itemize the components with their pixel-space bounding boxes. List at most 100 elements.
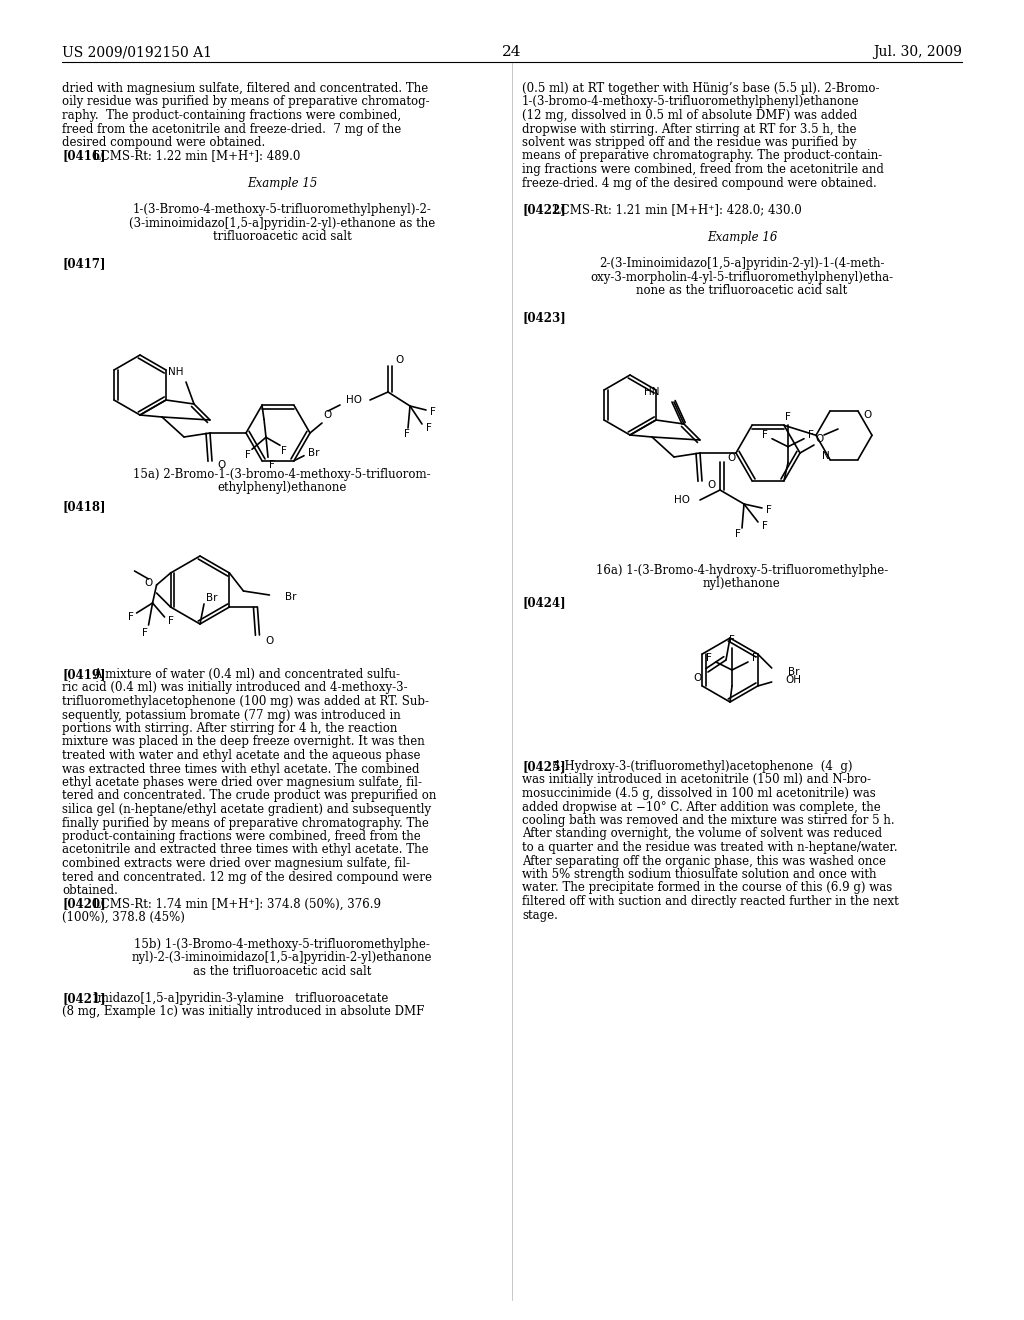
Text: mosuccinimide (4.5 g, dissolved in 100 ml acetonitrile) was: mosuccinimide (4.5 g, dissolved in 100 m… (522, 787, 876, 800)
Text: 24: 24 (502, 45, 522, 59)
Text: F: F (707, 653, 712, 663)
Text: product-containing fractions were combined, freed from the: product-containing fractions were combin… (62, 830, 421, 843)
Text: water. The precipitate formed in the course of this (6.9 g) was: water. The precipitate formed in the cou… (522, 882, 892, 895)
Text: portions with stirring. After stirring for 4 h, the reaction: portions with stirring. After stirring f… (62, 722, 397, 735)
Text: with 5% strength sodium thiosulfate solution and once with: with 5% strength sodium thiosulfate solu… (522, 869, 877, 880)
Text: HO: HO (346, 395, 362, 405)
Text: After separating off the organic phase, this was washed once: After separating off the organic phase, … (522, 854, 886, 867)
Text: F: F (426, 422, 432, 433)
Text: stage.: stage. (522, 908, 558, 921)
Text: F: F (762, 521, 768, 531)
Text: acetonitrile and extracted three times with ethyl acetate. The: acetonitrile and extracted three times w… (62, 843, 429, 857)
Text: F: F (168, 616, 173, 626)
Text: freeze-dried. 4 mg of the desired compound were obtained.: freeze-dried. 4 mg of the desired compou… (522, 177, 877, 190)
Text: to a quarter and the residue was treated with n-heptane/water.: to a quarter and the residue was treated… (522, 841, 898, 854)
Text: (100%), 378.8 (45%): (100%), 378.8 (45%) (62, 911, 185, 924)
Text: dried with magnesium sulfate, filtered and concentrated. The: dried with magnesium sulfate, filtered a… (62, 82, 428, 95)
Text: LCMS-Rt: 1.22 min [M+H⁺]: 489.0: LCMS-Rt: 1.22 min [M+H⁺]: 489.0 (93, 149, 301, 162)
Text: dropwise with stirring. After stirring at RT for 3.5 h, the: dropwise with stirring. After stirring a… (522, 123, 856, 136)
Text: [0421]: [0421] (62, 993, 105, 1005)
Text: F: F (735, 529, 741, 539)
Text: Example 16: Example 16 (707, 231, 777, 243)
Text: ethylphenyl)ethanone: ethylphenyl)ethanone (217, 482, 347, 495)
Text: Br: Br (206, 593, 217, 603)
Text: F: F (766, 506, 772, 515)
Text: was initially introduced in acetonitrile (150 ml) and N-bro-: was initially introduced in acetonitrile… (522, 774, 871, 787)
Text: oxy-3-morpholin-4-yl-5-trifluoromethylphenyl)etha-: oxy-3-morpholin-4-yl-5-trifluoromethylph… (591, 271, 894, 284)
Text: F: F (729, 635, 735, 645)
Text: was extracted three times with ethyl acetate. The combined: was extracted three times with ethyl ace… (62, 763, 420, 776)
Text: [0420]: [0420] (62, 898, 105, 911)
Text: nyl)-2-(3-iminoimidazo[1,5-a]pyridin-2-yl)ethanone: nyl)-2-(3-iminoimidazo[1,5-a]pyridin-2-y… (132, 952, 432, 965)
Text: [0419]: [0419] (62, 668, 105, 681)
Text: O: O (708, 480, 716, 490)
Text: O: O (728, 453, 736, 463)
Text: [0422]: [0422] (522, 203, 565, 216)
Text: N: N (822, 450, 829, 461)
Text: oily residue was purified by means of preparative chromatog-: oily residue was purified by means of pr… (62, 95, 430, 108)
Text: (0.5 ml) at RT together with Hünig’s base (5.5 µl). 2-Bromo-: (0.5 ml) at RT together with Hünig’s bas… (522, 82, 880, 95)
Text: F: F (808, 430, 814, 440)
Text: F: F (430, 407, 436, 417)
Text: silica gel (n-heptane/ethyl acetate gradient) and subsequently: silica gel (n-heptane/ethyl acetate grad… (62, 803, 431, 816)
Text: 1-(3-Bromo-4-methoxy-5-trifluoromethylphenyl)-2-: 1-(3-Bromo-4-methoxy-5-trifluoromethylph… (132, 203, 431, 216)
Text: F: F (404, 429, 410, 440)
Text: [0417]: [0417] (62, 257, 105, 271)
Text: ric acid (0.4 ml) was initially introduced and 4-methoxy-3-: ric acid (0.4 ml) was initially introduc… (62, 681, 408, 694)
Text: O: O (265, 636, 273, 645)
Text: Br: Br (787, 667, 799, 677)
Text: trifluoroacetic acid salt: trifluoroacetic acid salt (213, 231, 351, 243)
Text: nyl)ethanone: nyl)ethanone (703, 578, 781, 590)
Text: added dropwise at −10° C. After addition was complete, the: added dropwise at −10° C. After addition… (522, 800, 881, 813)
Text: obtained.: obtained. (62, 884, 118, 898)
Text: (3-iminoimidazo[1,5-a]pyridin-2-yl)-ethanone as the: (3-iminoimidazo[1,5-a]pyridin-2-yl)-etha… (129, 216, 435, 230)
Text: Example 15: Example 15 (247, 177, 317, 190)
Text: [0418]: [0418] (62, 500, 105, 513)
Text: Br: Br (308, 447, 319, 458)
Text: tered and concentrated. 12 mg of the desired compound were: tered and concentrated. 12 mg of the des… (62, 870, 432, 883)
Text: NH: NH (168, 367, 183, 378)
Text: mixture was placed in the deep freeze overnight. It was then: mixture was placed in the deep freeze ov… (62, 735, 425, 748)
Text: as the trifluoroacetic acid salt: as the trifluoroacetic acid salt (193, 965, 371, 978)
Text: F: F (128, 612, 133, 622)
Text: 4-Hydroxy-3-(trifluoromethyl)acetophenone  (4  g): 4-Hydroxy-3-(trifluoromethyl)acetophenon… (553, 760, 853, 774)
Text: F: F (785, 412, 791, 421)
Text: Jul. 30, 2009: Jul. 30, 2009 (873, 45, 962, 59)
Text: US 2009/0192150 A1: US 2009/0192150 A1 (62, 45, 212, 59)
Text: [0416]: [0416] (62, 149, 105, 162)
Text: O: O (396, 355, 404, 366)
Text: trifluoromethylacetophenone (100 mg) was added at RT. Sub-: trifluoromethylacetophenone (100 mg) was… (62, 696, 429, 708)
Text: cooling bath was removed and the mixture was stirred for 5 h.: cooling bath was removed and the mixture… (522, 814, 895, 828)
Text: Imidazo[1,5-a]pyridin-3-ylamine   trifluoroacetate: Imidazo[1,5-a]pyridin-3-ylamine trifluor… (93, 993, 388, 1005)
Text: [0424]: [0424] (522, 597, 565, 609)
Text: combined extracts were dried over magnesium sulfate, fil-: combined extracts were dried over magnes… (62, 857, 411, 870)
Text: (8 mg, Example 1c) was initially introduced in absolute DMF: (8 mg, Example 1c) was initially introdu… (62, 1006, 424, 1019)
Text: F: F (281, 446, 287, 457)
Text: F: F (141, 628, 147, 638)
Text: means of preparative chromatography. The product-contain-: means of preparative chromatography. The… (522, 149, 883, 162)
Text: 1-(3-bromo-4-methoxy-5-trifluoromethylphenyl)ethanone: 1-(3-bromo-4-methoxy-5-trifluoromethylph… (522, 95, 859, 108)
Text: LCMS-Rt: 1.21 min [M+H⁺]: 428.0; 430.0: LCMS-Rt: 1.21 min [M+H⁺]: 428.0; 430.0 (553, 203, 802, 216)
Text: OH: OH (785, 675, 802, 685)
Text: filtered off with suction and directly reacted further in the next: filtered off with suction and directly r… (522, 895, 899, 908)
Text: O: O (144, 578, 153, 587)
Text: 2-(3-Iminoimidazo[1,5-a]pyridin-2-yl)-1-(4-meth-: 2-(3-Iminoimidazo[1,5-a]pyridin-2-yl)-1-… (599, 257, 885, 271)
Text: (12 mg, dissolved in 0.5 ml of absolute DMF) was added: (12 mg, dissolved in 0.5 ml of absolute … (522, 110, 857, 121)
Text: O: O (324, 411, 332, 420)
Text: O: O (864, 411, 872, 420)
Text: F: F (762, 430, 768, 440)
Text: 15a) 2-Bromo-1-(3-bromo-4-methoxy-5-trifluorom-: 15a) 2-Bromo-1-(3-bromo-4-methoxy-5-trif… (133, 469, 431, 480)
Text: sequently, potassium bromate (77 mg) was introduced in: sequently, potassium bromate (77 mg) was… (62, 709, 400, 722)
Text: 16a) 1-(3-Bromo-4-hydroxy-5-trifluoromethylphe-: 16a) 1-(3-Bromo-4-hydroxy-5-trifluoromet… (596, 564, 888, 577)
Text: F: F (269, 461, 274, 470)
Text: F: F (245, 450, 251, 461)
Text: F: F (752, 653, 758, 663)
Text: A mixture of water (0.4 ml) and concentrated sulfu-: A mixture of water (0.4 ml) and concentr… (93, 668, 400, 681)
Text: solvent was stripped off and the residue was purified by: solvent was stripped off and the residue… (522, 136, 856, 149)
Text: desired compound were obtained.: desired compound were obtained. (62, 136, 265, 149)
Text: tered and concentrated. The crude product was prepurified on: tered and concentrated. The crude produc… (62, 789, 436, 803)
Text: ing fractions were combined, freed from the acetonitrile and: ing fractions were combined, freed from … (522, 162, 884, 176)
Text: HO: HO (674, 495, 690, 506)
Text: ethyl acetate phases were dried over magnesium sulfate, fil-: ethyl acetate phases were dried over mag… (62, 776, 422, 789)
Text: [0423]: [0423] (522, 312, 565, 325)
